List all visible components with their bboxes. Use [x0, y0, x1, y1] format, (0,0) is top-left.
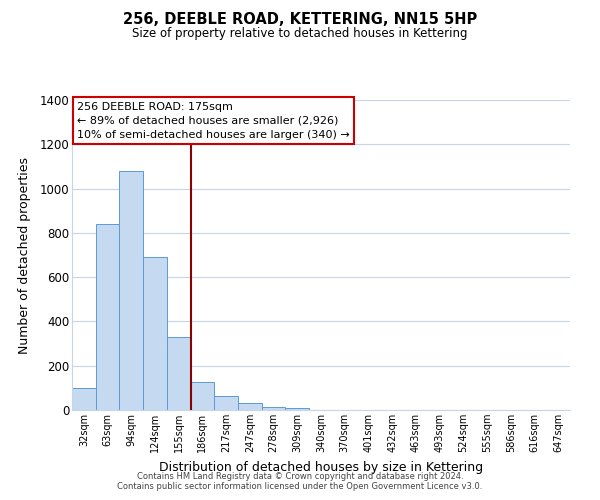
Bar: [286, 408, 309, 410]
Text: 256 DEEBLE ROAD: 175sqm
← 89% of detached houses are smaller (2,926)
10% of semi: 256 DEEBLE ROAD: 175sqm ← 89% of detache…: [77, 102, 350, 140]
Bar: [72, 388, 96, 410]
Bar: [238, 404, 262, 410]
Text: Size of property relative to detached houses in Kettering: Size of property relative to detached ho…: [132, 28, 468, 40]
Bar: [119, 171, 143, 410]
Y-axis label: Number of detached properties: Number of detached properties: [18, 156, 31, 354]
Bar: [191, 382, 214, 410]
Bar: [214, 396, 238, 410]
Bar: [262, 406, 286, 410]
Bar: [96, 224, 119, 410]
X-axis label: Distribution of detached houses by size in Kettering: Distribution of detached houses by size …: [159, 460, 483, 473]
Bar: [167, 337, 191, 410]
Text: 256, DEEBLE ROAD, KETTERING, NN15 5HP: 256, DEEBLE ROAD, KETTERING, NN15 5HP: [123, 12, 477, 28]
Text: Contains public sector information licensed under the Open Government Licence v3: Contains public sector information licen…: [118, 482, 482, 491]
Text: Contains HM Land Registry data © Crown copyright and database right 2024.: Contains HM Land Registry data © Crown c…: [137, 472, 463, 481]
Bar: [143, 256, 167, 410]
